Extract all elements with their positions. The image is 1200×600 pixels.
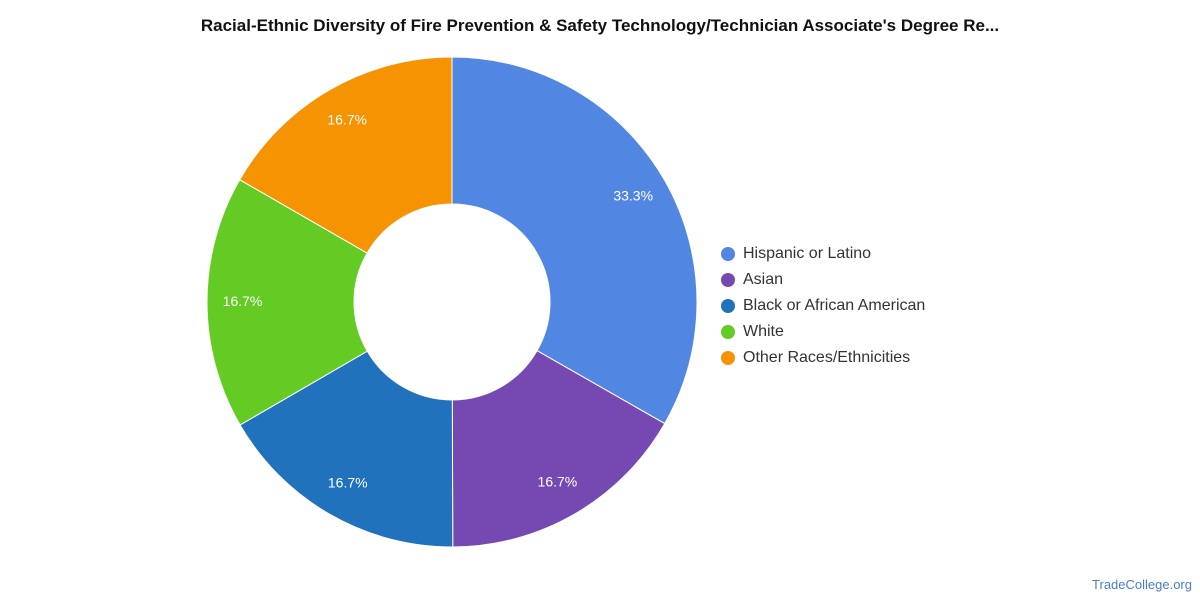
- slice-label-3: 16.7%: [223, 293, 263, 309]
- slice-2: [239, 350, 454, 548]
- legend-swatch-0: [721, 247, 735, 261]
- legend-swatch-2: [721, 299, 735, 313]
- legend-item-0: Hispanic or Latino: [721, 241, 925, 267]
- slice-4: [239, 56, 453, 254]
- slice-label-0: 33.3%: [613, 188, 653, 204]
- legend-item-3: White: [721, 319, 925, 345]
- legend-swatch-3: [721, 325, 735, 339]
- legend-label-4: Other Races/Ethnicities: [743, 349, 911, 366]
- legend-label-1: Asian: [743, 271, 784, 288]
- slice-0: [451, 56, 698, 425]
- slice-1: [451, 349, 666, 548]
- slice-label-1: 16.7%: [538, 474, 578, 490]
- chart-legend: Hispanic or Latino Asian Black or African …: [721, 241, 925, 371]
- legend-item-4: Other Races/Ethnicities: [721, 345, 925, 371]
- slice-label-4: 16.7%: [327, 111, 367, 127]
- slice-3: [206, 179, 368, 426]
- chart-title: Racial-Ethnic Diversity of Fire Preventi…: [200, 16, 1000, 35]
- legend-label-0: Hispanic or Latino: [743, 245, 872, 262]
- legend-label-2: Black or African American: [743, 297, 926, 314]
- watermark: TradeCollege.org: [1092, 577, 1192, 592]
- legend-swatch-1: [721, 273, 735, 287]
- slice-label-2: 16.7%: [328, 474, 368, 490]
- legend-swatch-4: [721, 351, 735, 365]
- legend-item-1: Asian: [721, 267, 925, 293]
- legend-label-3: White: [743, 323, 784, 340]
- legend-item-2: Black or African American: [721, 293, 925, 319]
